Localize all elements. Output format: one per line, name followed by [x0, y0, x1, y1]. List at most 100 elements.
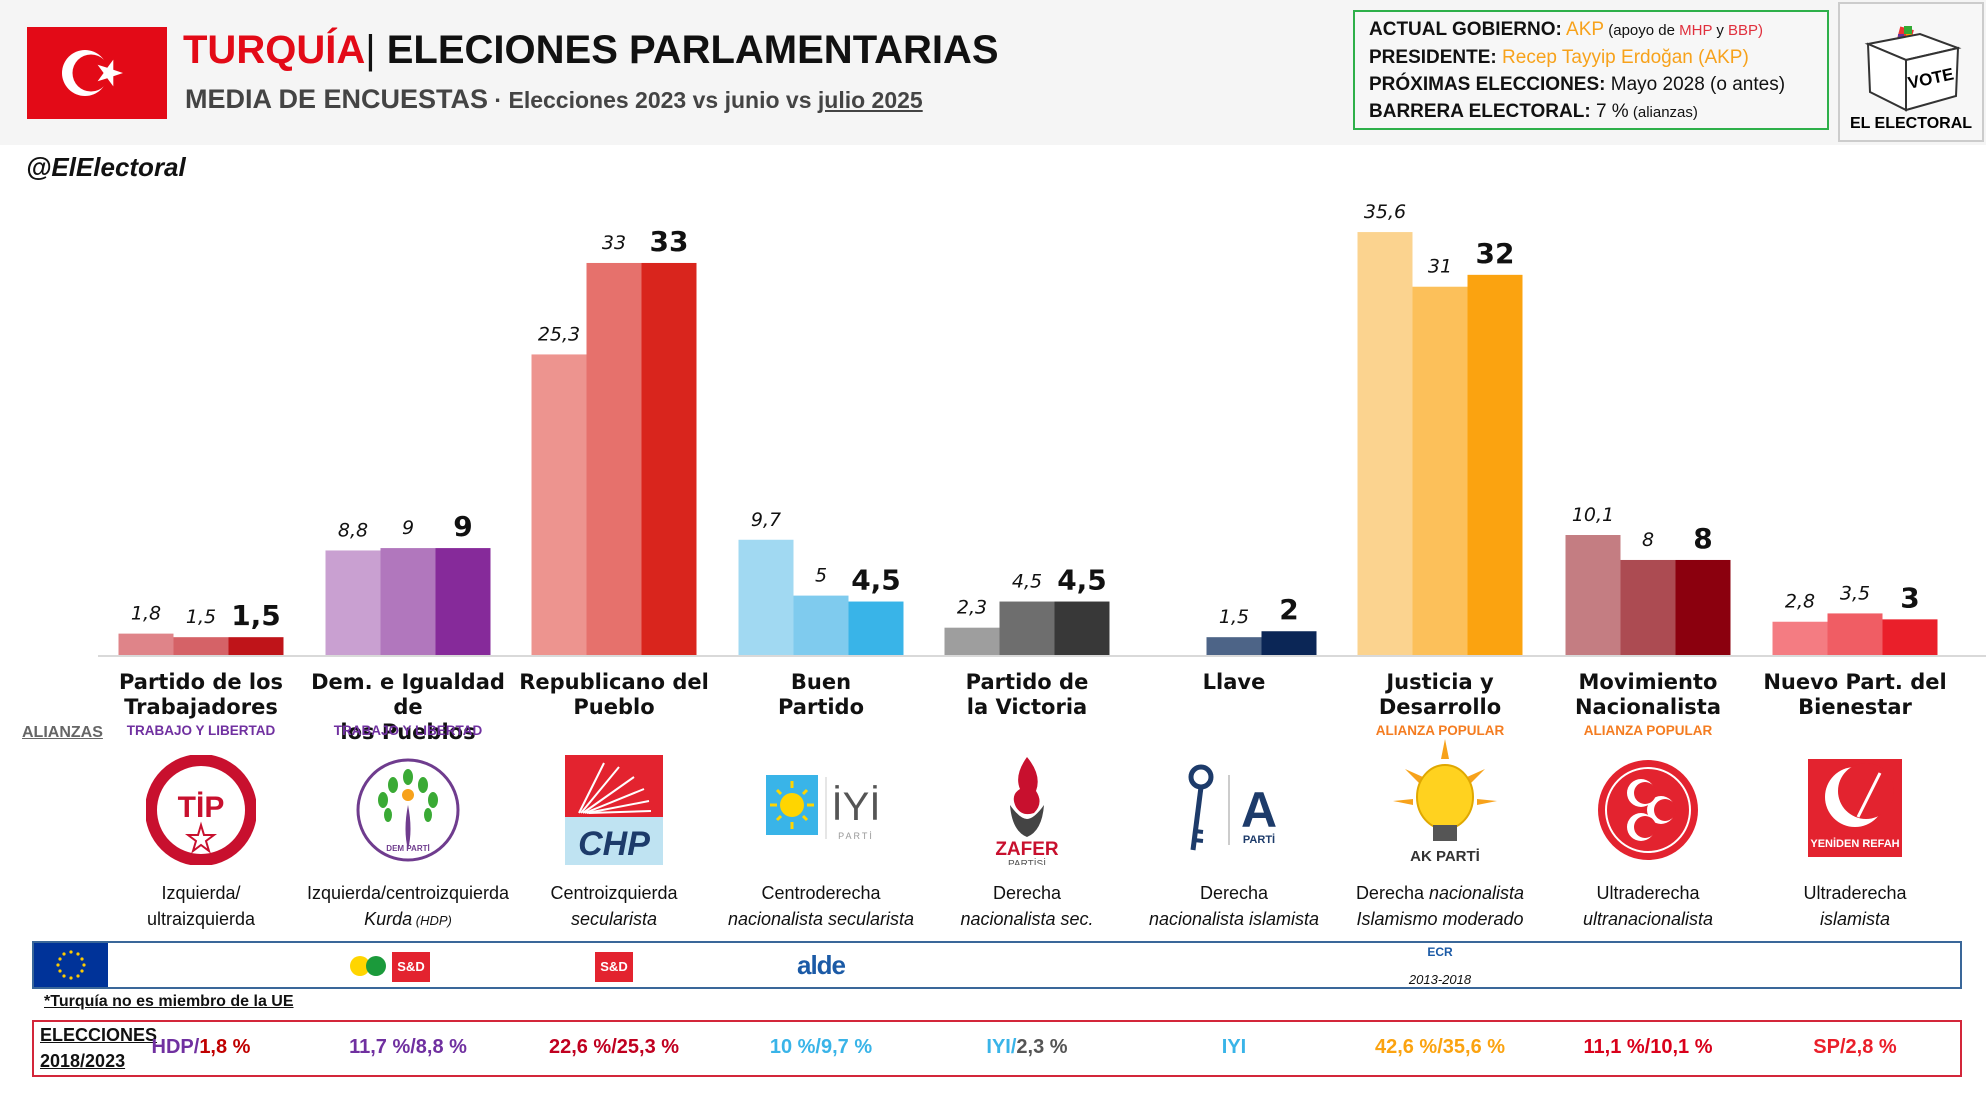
barrier-value: 7 %	[1595, 101, 1629, 122]
bar	[325, 550, 381, 655]
ideology-note: (HDP)	[412, 913, 452, 928]
ideology-label: Centroizquierda secularista	[489, 880, 739, 932]
alliance-label: TRABAJO Y LIBERTAD	[126, 723, 276, 738]
info-president: PRESIDENTE: Recep Tayyip Erdoğan (AKP)	[1369, 44, 1813, 71]
bar-value-label: 8	[1642, 529, 1654, 551]
alliance-label: ALIANZA POPULAR	[1375, 723, 1505, 738]
previous-election-value: HDP/1,8 %	[96, 1036, 306, 1059]
bar-value-label: 2,3	[957, 597, 987, 619]
party-name-line1: Llave	[1202, 670, 1266, 694]
next-value: Mayo 2028 (o antes)	[1610, 74, 1786, 95]
eu-membership-note: *Turquía no es miembro de la UE	[44, 993, 294, 1010]
previous-election-segment: HDP/	[151, 1036, 200, 1058]
bar-value-label: 4,5	[851, 564, 901, 597]
brand-name: EL ELECTORAL	[1850, 115, 1972, 132]
zafer-logo: ZAFER PARTİSİ	[972, 755, 1082, 870]
page-title: TURQUÍA| ELECIONES PARLAMENTARIAS	[183, 28, 999, 73]
party-name: Buen Partido	[716, 670, 926, 720]
bar-group: 25,3 33 33	[531, 225, 697, 655]
party-name-line2: Desarrollo	[1378, 695, 1502, 719]
bar	[586, 262, 642, 655]
bar-value-label: 5	[815, 565, 827, 587]
info-box: ACTUAL GOBIERNO: AKP (apoyo de MHP y BBP…	[1353, 10, 1829, 130]
previous-election-value: 11,1 %/10,1 %	[1543, 1036, 1753, 1059]
subtitle-main: MEDIA DE ENCUESTAS	[185, 84, 489, 114]
eu-flag-icon	[34, 943, 108, 987]
elections-label-line2: 2018/2023	[40, 1051, 126, 1071]
ideology-line1: Centroizquierda	[550, 883, 678, 903]
gov-support-1: MHP	[1679, 22, 1713, 39]
ideology-line1: Ultraderecha	[1803, 883, 1907, 903]
greens-efa-icon	[348, 953, 388, 979]
ideology-label: Centroderecha nacionalista secularista	[696, 880, 946, 932]
bar-value-label: 3	[1900, 581, 1919, 614]
svg-text:DEM PARTİ: DEM PARTİ	[386, 844, 429, 853]
subtitle-part2: julio 2025	[817, 87, 923, 113]
previous-election-segment: 1,8 %	[199, 1036, 251, 1058]
bar-value-label: 31	[1428, 256, 1452, 278]
party-name: Dem. e Igualdad de los Pueblos	[303, 670, 513, 745]
ideology-label: Derecha nacionalista Islamismo moderado	[1315, 880, 1565, 932]
ideology-label: Izquierda/ultraizquierda	[76, 880, 326, 932]
bar-value-label: 1,8	[131, 603, 161, 625]
bar	[1565, 535, 1621, 655]
ideology-line2: nacionalista secularista	[727, 909, 915, 929]
gov-support-pre: (apoyo de	[1604, 22, 1680, 39]
previous-election-segment: SP/2,8 %	[1813, 1036, 1897, 1058]
bar-value-label: 32	[1476, 237, 1515, 270]
party-name: Republicano del Pueblo	[509, 670, 719, 720]
ideology-line1: Derecha nacionalista	[1355, 883, 1525, 903]
ideology-label: Izquierda/centroizquierda Kurda (HDP)	[283, 880, 533, 934]
previous-election-segment: 22,6 %/25,3 %	[548, 1036, 680, 1058]
brand-logo: VOTE EL ELECTORAL	[1838, 2, 1984, 142]
dem-parti-logo: DEM PARTİ	[353, 755, 463, 865]
elections-label-line1: ELECCIONES	[40, 1025, 158, 1045]
previous-election-value: 42,6 %/35,6 %	[1335, 1036, 1545, 1059]
bar-group: 35,6 31 32	[1357, 201, 1523, 655]
ideology-line2: islamista	[1819, 909, 1890, 929]
previous-election-value: 22,6 %/25,3 %	[509, 1036, 719, 1059]
previous-election-segment: 10 %/9,7 %	[769, 1036, 873, 1058]
bar	[380, 548, 436, 655]
bar-value-label: 10,1	[1572, 504, 1614, 526]
bar-value-label: 4,5	[1012, 571, 1042, 593]
previous-elections-label: ELECCIONES 2018/2023	[40, 1022, 157, 1074]
bar	[1467, 274, 1523, 655]
party-name: Movimiento Nacionalista	[1543, 670, 1753, 720]
ideology-line2: ultraizquierda	[146, 909, 256, 929]
svg-text:PARTİ: PARTİ	[1243, 833, 1275, 846]
bar-value-label: 1,5	[186, 606, 216, 628]
party-name-line2: Pueblo	[573, 695, 655, 719]
turkey-flag-icon	[27, 27, 167, 119]
bar-value-label: 3,5	[1840, 582, 1870, 604]
party-name-line2: Partido	[777, 695, 865, 719]
barrier-note: (alianzas)	[1628, 104, 1698, 121]
ballot-box-icon: VOTE EL ELECTORAL	[1850, 26, 1972, 132]
bar-group: 2,3 4,5 4,5	[944, 564, 1110, 655]
party-name-line1: Movimiento	[1578, 670, 1718, 694]
ideology-line2: secularista	[570, 909, 658, 929]
bar	[1412, 286, 1468, 655]
bar-value-label: 2,8	[1785, 591, 1815, 613]
party-name-line1: Buen	[790, 670, 852, 694]
eu-groups-row	[32, 941, 1962, 989]
alde-group-icon: alde	[796, 950, 846, 980]
alliance-label: TRABAJO Y LIBERTAD	[333, 723, 483, 738]
gov-support-mid: y	[1712, 22, 1729, 39]
alliance-label: ALIANZA POPULAR	[1583, 723, 1713, 738]
page-subtitle: MEDIA DE ENCUESTAS · Elecciones 2023 vs …	[185, 84, 923, 115]
party-name-line2: Bienestar	[1798, 695, 1912, 719]
next-label: PRÓXIMAS ELECCIONES:	[1369, 74, 1606, 95]
barrier-label: BARRERA ELECTORAL:	[1369, 101, 1591, 122]
party-name: Partido de los Trabajadores	[96, 670, 306, 720]
previous-election-value: IYI/2,3 %	[922, 1036, 1132, 1059]
twitter-handle: @ElElectoral	[26, 152, 186, 182]
subtitle-part1: Elecciones 2023 vs junio vs	[508, 87, 818, 113]
president-label: PRESIDENTE:	[1369, 47, 1497, 68]
info-barrier: BARRERA ELECTORAL: 7 % (alianzas)	[1369, 98, 1813, 126]
previous-election-segment: IYI/	[986, 1036, 1017, 1058]
previous-election-value: 10 %/9,7 %	[716, 1036, 926, 1059]
party-name-line1: Republicano del	[519, 670, 709, 694]
ideology-line1: Centroderecha	[761, 883, 881, 903]
ideology-line1: Ultraderecha	[1596, 883, 1700, 903]
